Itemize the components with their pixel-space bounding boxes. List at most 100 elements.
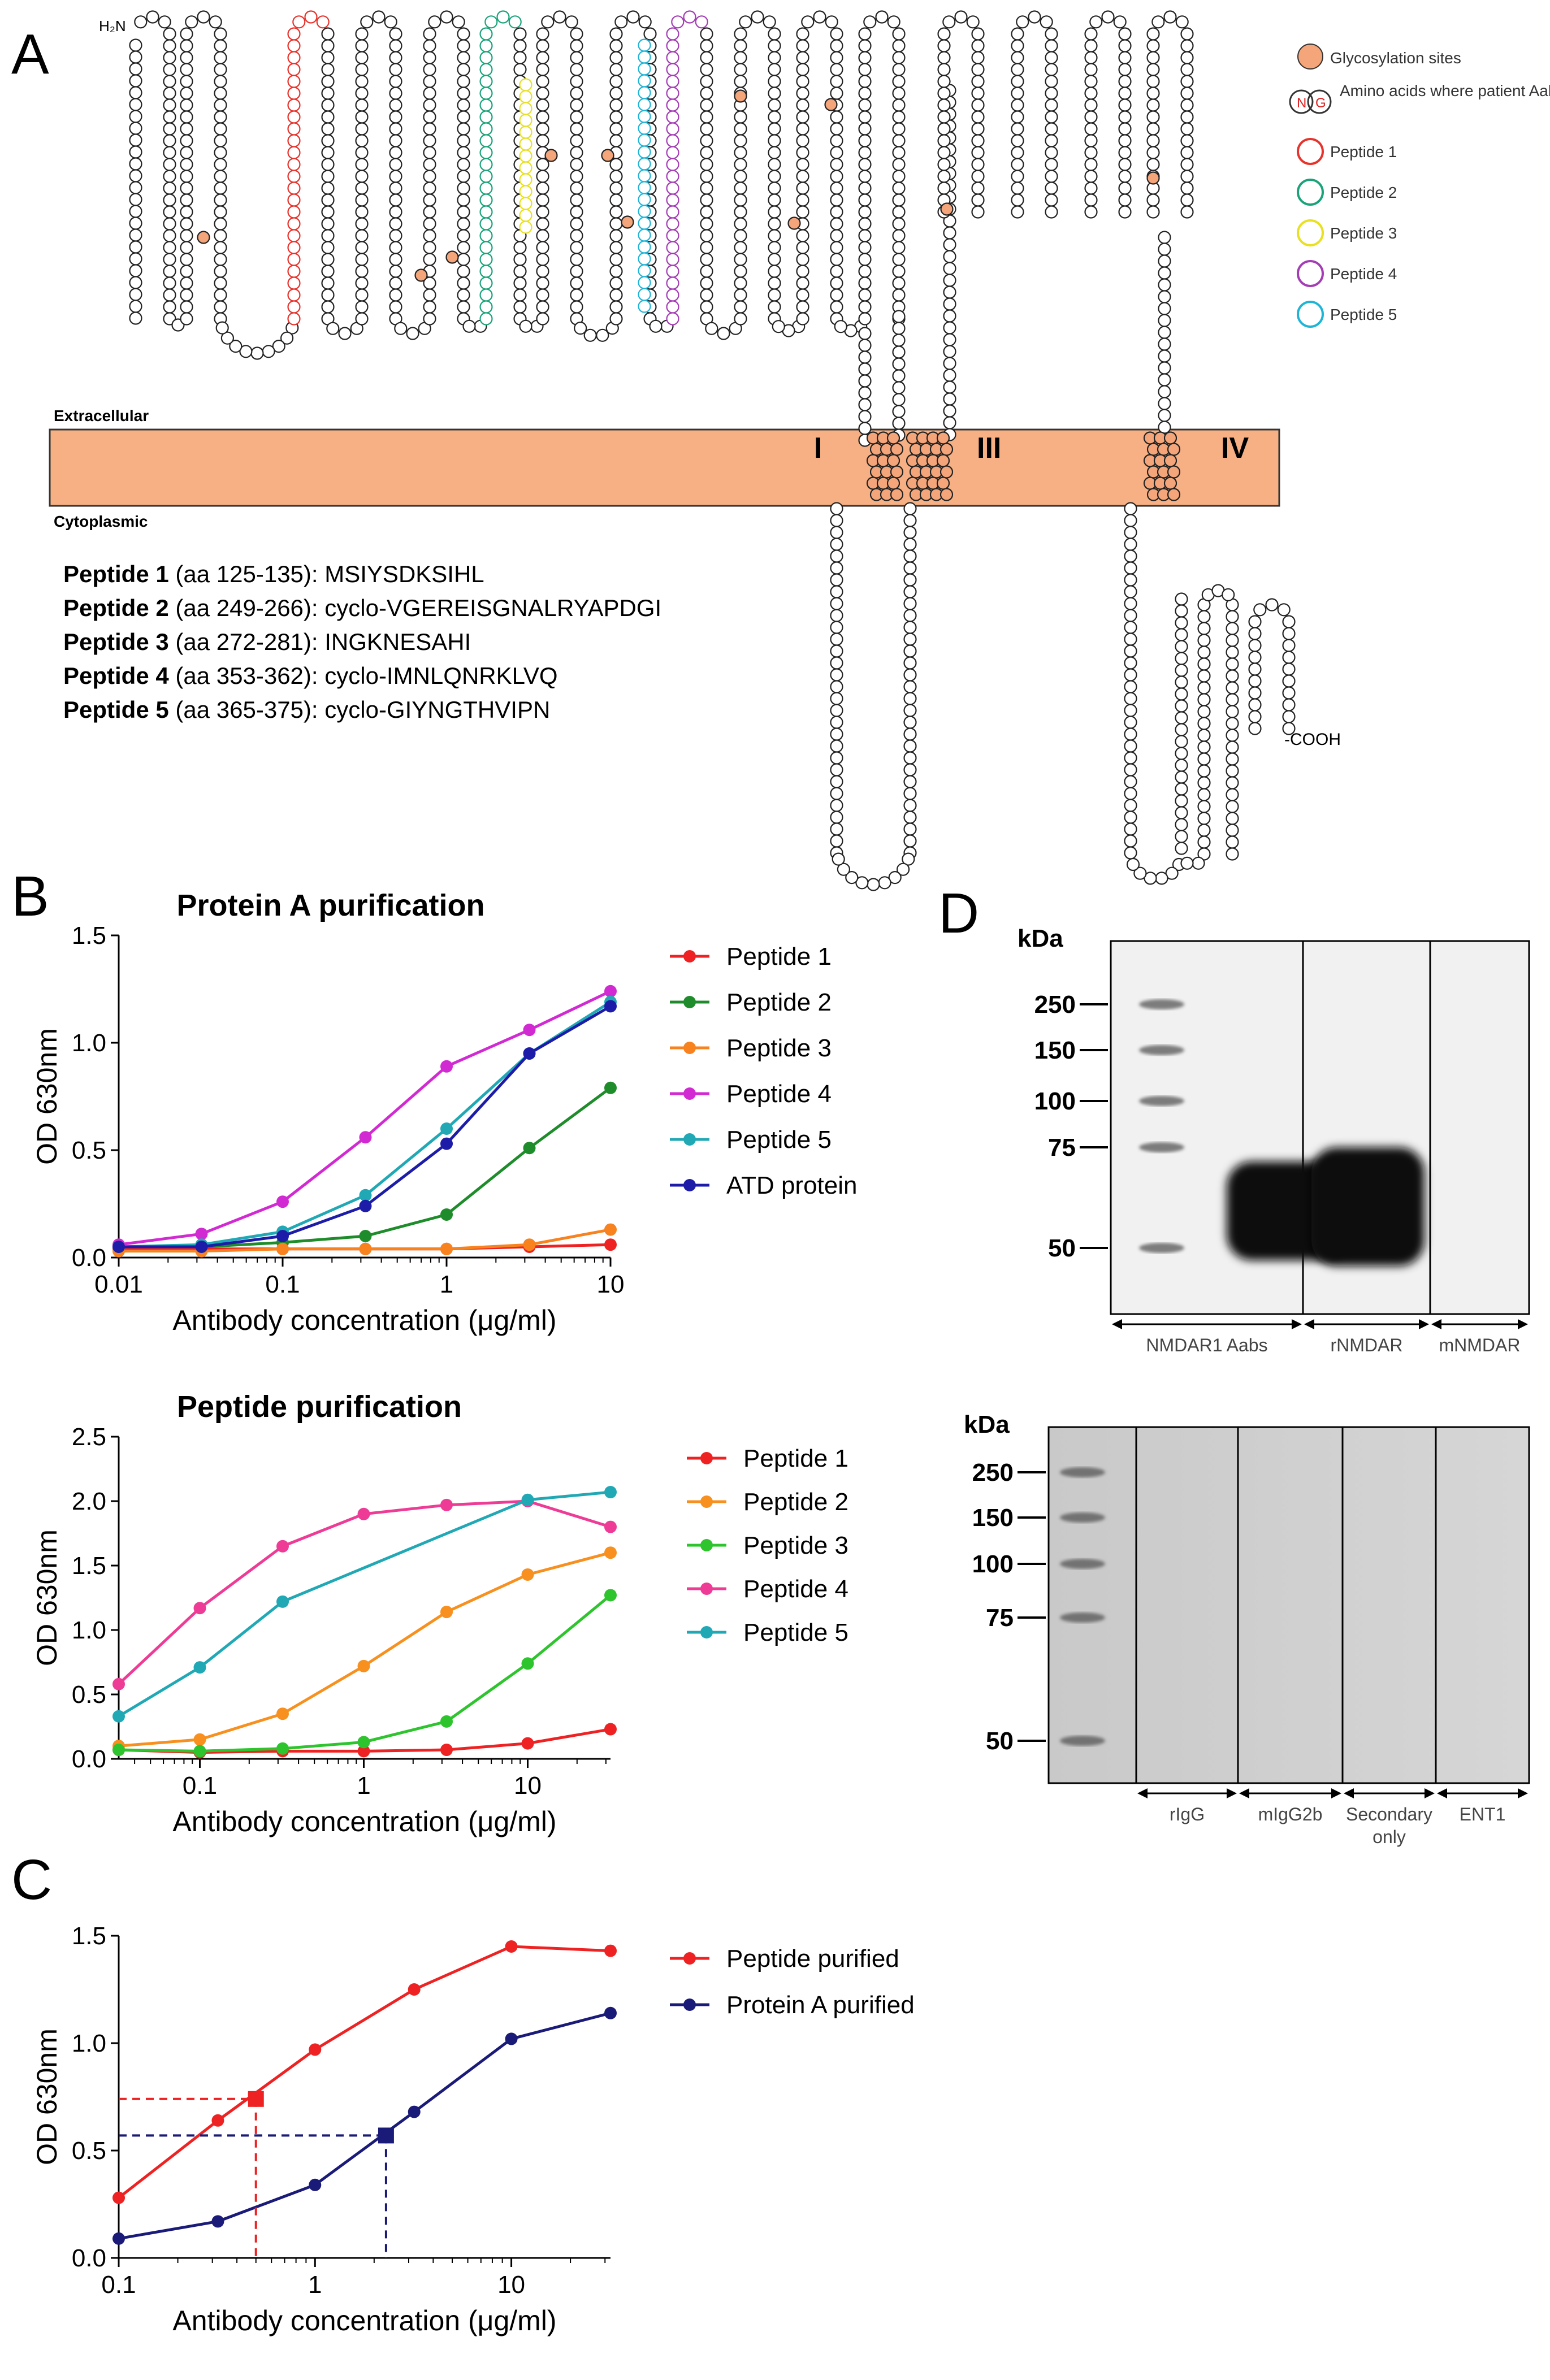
cytoplasmic-label: Cytoplasmic [54,513,148,530]
tm-label-3: III [977,432,1001,465]
marker-label: 50 [986,1727,1014,1755]
data-point [604,1486,617,1499]
y-tick-label: 0.5 [72,1137,106,1164]
marker-label: 75 [1048,1134,1076,1161]
legend-marker [683,950,696,963]
lane-label: NMDAR1 Aabs [1146,1335,1267,1355]
data-point [523,1024,536,1037]
peptide-5-line: Peptide 5 (aa 365-375): cyclo-GIYNGTHVIP… [63,696,550,723]
legend-label: Peptide 2 [743,1488,848,1516]
arrow-head [1518,1319,1528,1329]
data-point [440,1744,453,1757]
series-line [119,1086,612,1248]
data-point [357,1745,370,1758]
arrow-head [1344,1788,1354,1798]
marker-label: 250 [1034,991,1076,1018]
data-point [359,1199,372,1212]
data-point [604,1546,617,1559]
y-tick-label: 1.5 [72,1922,106,1950]
data-point [604,2006,617,2019]
legend-label: Peptide 5 [726,1126,832,1154]
tm-label-4: IV [1221,432,1249,465]
data-point [523,1238,536,1251]
arrow-head [1304,1319,1314,1329]
ng-legend-icon-n [1289,89,1314,114]
x-tick-label: 10 [597,1271,625,1298]
x-tick-label: 1 [308,2271,322,2299]
ladder-band [1060,1736,1105,1746]
data-point [193,1745,206,1758]
arrow-head [1425,1788,1435,1798]
western-blot-top: 250 150 100 75 50 kDa NMDAR1 Aabs rNMDAR mNMDAR [1018,925,1530,1355]
ec50-marker [378,2127,394,2144]
panel-d-letter: D [938,882,979,945]
panel-b-letter: B [11,865,49,928]
x-tick-label: 1 [357,1772,370,1800]
y-axis-label: OD 630nm [31,1028,63,1165]
data-point [112,1677,125,1690]
data-point [276,1230,289,1242]
protein-band [1311,1147,1425,1266]
x-axis-label: Antibody concentration (μg/ml) [172,1806,556,1837]
legend-marker [683,1952,696,1965]
series-line [118,1490,611,1718]
data-point [359,1242,372,1255]
data-point [440,1498,453,1511]
data-point [604,1944,617,1957]
x-tick-label: 0.1 [183,1772,217,1800]
extracellular-label: Extracellular [54,407,149,424]
peptide-2-line: Peptide 2 (aa 249-266): cyclo-VGEREISGNA… [63,595,661,621]
western-blot-bottom: 250 150 100 75 50 kDa rIgG mIgG2b Secondary only E… [964,1411,1530,1847]
x-axis-label: Antibody concentration (μg/ml) [172,1304,556,1336]
x-tick-label: 10 [514,1772,542,1800]
peptide-4-line: Peptide 4 (aa 353-362): cyclo-IMNLQNRKLV… [63,662,558,689]
data-point [276,1595,289,1608]
legend-peptide-label: Peptide 5 [1330,306,1397,323]
y-axis-label: OD 630nm [31,2028,63,2165]
y-tick-label: 1.0 [72,1616,106,1644]
data-point [211,2215,224,2228]
legend-peptide-label: Peptide 1 [1330,143,1397,161]
membrane-band [49,428,1280,507]
ladder-band [1139,999,1184,1009]
arrow-head [1518,1788,1528,1798]
marker-label: 100 [972,1550,1014,1578]
y-tick-label: 2.0 [72,1488,106,1515]
legend-marker [700,1539,713,1551]
marker-label: 250 [972,1459,1014,1486]
chart-peptide: 0.0 0.5 1.0 1.5 2.0 2.5 0.1 1 10 Antibody concent… [31,1390,848,1837]
data-point [276,1742,289,1755]
legend-label: Protein A purified [726,1991,915,2019]
legend-marker [700,1495,713,1508]
legend-label: ATD protein [726,1172,858,1199]
peptide-1-line: Peptide 1 (aa 125-135): MSIYSDKSIHL [63,561,484,587]
data-point [276,1242,289,1255]
arrow-head [1112,1319,1122,1329]
x-tick-label: 1 [440,1271,453,1298]
data-point [276,1540,289,1553]
arrow-head [1331,1788,1341,1798]
data-point [440,1715,453,1728]
ladder-band [1060,1612,1105,1623]
data-point [359,1131,372,1144]
legend-label: Peptide 3 [726,1034,832,1062]
ladder-band [1060,1467,1105,1477]
data-point [357,1736,370,1749]
y-tick-label: 2.5 [72,1423,106,1451]
legend-aabs: Amino acids where patient Aabs bind [1340,82,1550,99]
legend-marker [683,1133,696,1146]
chart-title: Peptide purification [177,1390,462,1424]
legend-label: Peptide 2 [726,989,832,1016]
series-line [118,2011,611,2240]
series-line [118,1551,611,1748]
marker-label: 75 [986,1604,1014,1632]
data-point [193,1733,206,1746]
arrow-head [1419,1319,1429,1329]
y-tick-label: 1.5 [72,1552,106,1580]
x-tick-label: 0.01 [94,1271,143,1298]
y-tick-label: 1.0 [72,1029,106,1057]
data-point [309,2178,322,2191]
glycosylation-legend-icon [1297,44,1323,70]
legend-marker [700,1583,713,1595]
